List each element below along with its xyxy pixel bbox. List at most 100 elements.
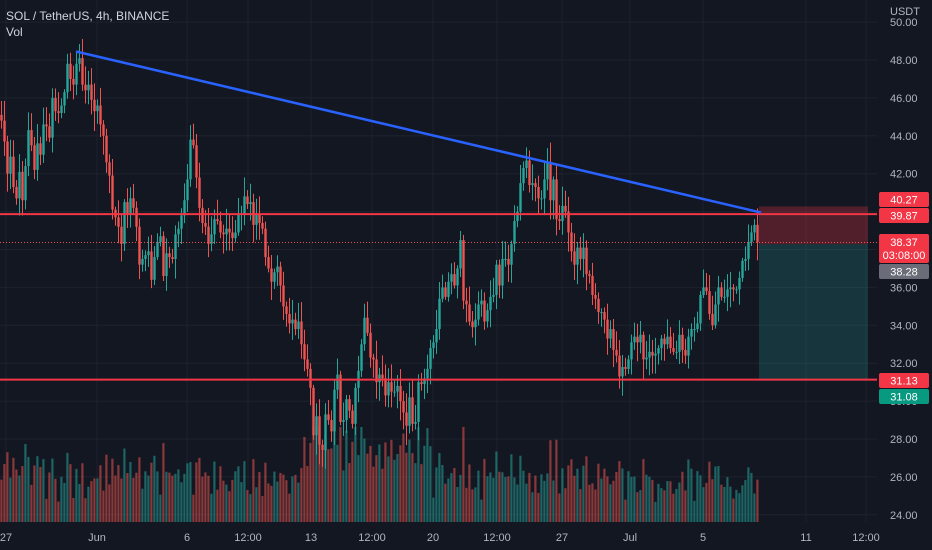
volume-bar xyxy=(216,489,219,522)
descending-trendline[interactable] xyxy=(75,50,762,214)
volume-bar xyxy=(441,464,444,522)
price-axis-label: 42.00 xyxy=(890,169,918,181)
volume-bar xyxy=(408,439,411,522)
candle-body xyxy=(105,135,108,163)
candle-body xyxy=(756,224,759,242)
volume-bar xyxy=(510,454,513,522)
time-axis-label: 12:00 xyxy=(358,532,386,544)
volume-bar xyxy=(444,483,447,522)
candle-body xyxy=(159,236,162,242)
volume-bar xyxy=(120,478,123,522)
candle-body xyxy=(222,232,225,235)
candle-body xyxy=(342,420,345,422)
candle-body xyxy=(225,228,228,235)
candle-body xyxy=(492,294,495,297)
volume-bar xyxy=(483,458,486,522)
candle-body xyxy=(243,196,246,214)
volume-bar xyxy=(732,498,735,522)
candle-body xyxy=(594,294,597,299)
take-profit-zone[interactable] xyxy=(759,244,868,381)
candle-body xyxy=(270,268,273,282)
volume-bar xyxy=(507,476,510,522)
volume-bar xyxy=(36,456,39,522)
volume-bar xyxy=(39,466,42,522)
volume-bar xyxy=(657,483,660,522)
volume-bar xyxy=(237,466,240,522)
volume-bar xyxy=(426,428,429,522)
candle-body xyxy=(66,63,69,93)
candle-body xyxy=(366,317,369,333)
candle-body xyxy=(135,207,138,227)
volume-bar xyxy=(504,476,507,522)
volume-bar xyxy=(333,427,336,522)
candle-body xyxy=(654,353,657,356)
volume-bar xyxy=(402,433,405,522)
volume-bar xyxy=(357,455,360,522)
volume-bar xyxy=(741,485,744,522)
volume-bar xyxy=(393,459,396,522)
volume-bar xyxy=(102,490,105,522)
volume-bar xyxy=(600,478,603,522)
candle-body xyxy=(588,274,591,277)
candle-body xyxy=(447,281,450,297)
last-price-tag-bg xyxy=(879,234,929,263)
candle-body xyxy=(717,287,720,305)
candle-body xyxy=(273,272,276,282)
volume-indicator-label[interactable]: Vol xyxy=(6,25,23,39)
candle-body xyxy=(120,226,123,244)
symbol-title[interactable]: SOL / TetherUS, 4h, BINANCE xyxy=(6,9,170,23)
candle-body xyxy=(282,285,285,307)
candle-body xyxy=(291,319,294,324)
candle-body xyxy=(540,198,543,200)
candle-body xyxy=(552,179,555,201)
candle-body xyxy=(378,374,381,383)
candle-body xyxy=(504,258,507,260)
volume-bar xyxy=(516,484,519,522)
volume-bar xyxy=(162,443,165,522)
volume-bars xyxy=(0,427,759,522)
candle-body xyxy=(579,247,582,259)
candle-body xyxy=(15,186,18,199)
volume-bar xyxy=(387,456,390,522)
volume-bar xyxy=(474,487,477,522)
candle-body xyxy=(543,179,546,199)
candle-body xyxy=(150,251,153,280)
volume-bar xyxy=(252,459,255,522)
volume-bar xyxy=(687,459,690,522)
volume-bar xyxy=(375,455,378,522)
volume-bar xyxy=(186,463,189,522)
time-axis[interactable]: 27 Jun 6 12:00 13 12:00 20 12:00 27 Jul 5 11 12:00 xyxy=(0,532,880,544)
stop-loss-zone[interactable] xyxy=(759,206,868,245)
candle-body xyxy=(0,114,3,121)
candle-body xyxy=(687,336,690,356)
volume-bar xyxy=(369,445,372,522)
volume-bar xyxy=(171,475,174,522)
volume-bar xyxy=(561,468,564,522)
candle-body xyxy=(153,257,156,280)
candle-body xyxy=(513,221,516,244)
volume-bar xyxy=(540,474,543,522)
candle-body xyxy=(339,374,342,422)
candle-body xyxy=(213,219,216,235)
candle-body xyxy=(297,321,300,330)
candle-body xyxy=(78,58,81,64)
price-axis-label: 28.00 xyxy=(890,434,918,446)
candle-body xyxy=(633,336,636,343)
candle-body xyxy=(162,236,165,277)
drawn-lines[interactable] xyxy=(0,50,877,381)
volume-bar xyxy=(300,468,303,522)
candle-body xyxy=(405,412,408,426)
candle-body xyxy=(597,298,600,313)
candle-body xyxy=(288,313,291,324)
candle-body xyxy=(129,198,132,214)
candle-body xyxy=(432,342,435,349)
volume-bar xyxy=(558,493,561,522)
volume-bar xyxy=(231,479,234,522)
candle-body xyxy=(246,196,249,205)
candle-body xyxy=(369,332,372,358)
volume-bar xyxy=(78,483,81,522)
volume-bar xyxy=(756,479,759,522)
short-position-tool[interactable] xyxy=(759,206,868,381)
time-axis-label: 27 xyxy=(0,532,12,544)
